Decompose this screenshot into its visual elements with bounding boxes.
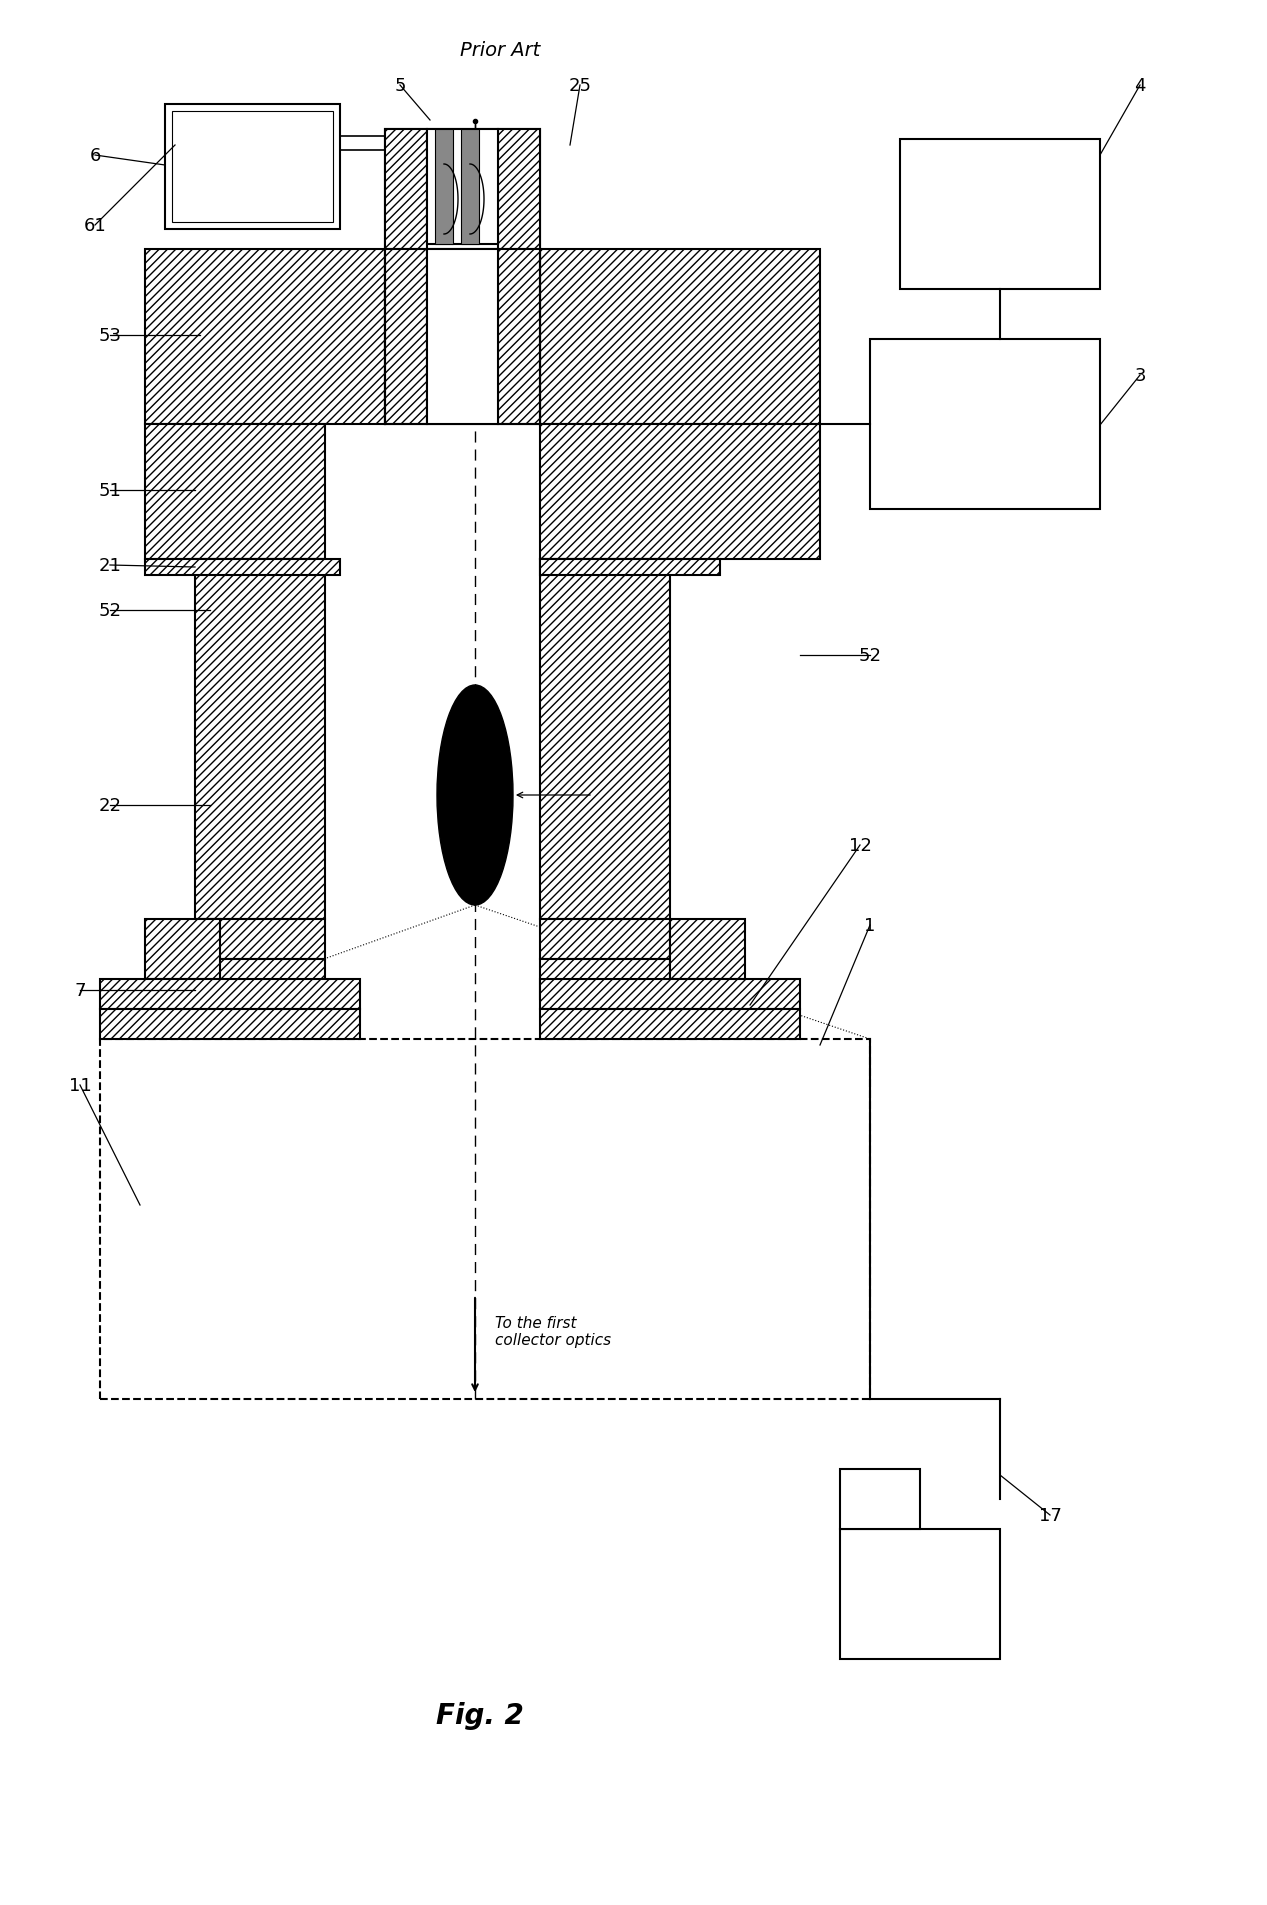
Bar xyxy=(670,920,745,979)
Bar xyxy=(195,560,326,920)
Text: 61: 61 xyxy=(84,217,106,234)
Text: 12: 12 xyxy=(849,836,872,855)
Text: 4: 4 xyxy=(1134,76,1145,95)
Text: Fig. 2: Fig. 2 xyxy=(436,1701,523,1730)
Text: 3: 3 xyxy=(1134,368,1145,385)
Bar xyxy=(195,960,326,1000)
Bar xyxy=(427,130,498,246)
Text: 21: 21 xyxy=(99,556,122,575)
Bar xyxy=(540,960,670,1000)
Bar xyxy=(427,250,498,425)
Bar xyxy=(900,139,1100,290)
Bar xyxy=(498,250,540,425)
Text: 22: 22 xyxy=(99,796,122,815)
Bar xyxy=(100,1010,360,1040)
Ellipse shape xyxy=(437,686,513,905)
Text: Prior Art: Prior Art xyxy=(460,42,540,61)
Text: 7: 7 xyxy=(75,981,86,1000)
Bar xyxy=(540,920,670,960)
Bar xyxy=(540,560,670,920)
Bar xyxy=(100,979,360,1010)
Bar xyxy=(540,425,820,560)
Text: 5: 5 xyxy=(394,76,405,95)
Text: 11: 11 xyxy=(68,1076,91,1095)
Bar xyxy=(385,250,427,425)
Text: To the first
collector optics: To the first collector optics xyxy=(495,1314,611,1347)
Bar xyxy=(540,250,820,425)
Bar xyxy=(385,130,540,250)
Bar xyxy=(461,130,479,246)
Bar xyxy=(100,1040,870,1400)
Bar xyxy=(435,130,454,246)
Bar xyxy=(144,425,326,560)
Text: 52: 52 xyxy=(859,646,882,665)
Bar xyxy=(195,920,326,960)
Bar xyxy=(870,339,1100,511)
Bar xyxy=(540,1010,799,1040)
Bar xyxy=(165,105,340,231)
Text: 1: 1 xyxy=(864,916,875,935)
Text: 53: 53 xyxy=(99,328,122,345)
Bar xyxy=(172,112,333,223)
Bar xyxy=(540,979,799,1010)
Text: 6: 6 xyxy=(89,147,100,166)
Bar xyxy=(840,1469,920,1530)
Bar xyxy=(144,250,385,425)
Text: 25: 25 xyxy=(569,76,592,95)
Bar xyxy=(144,560,340,575)
Text: 17: 17 xyxy=(1039,1507,1062,1524)
Text: 51: 51 xyxy=(99,482,122,499)
Bar xyxy=(540,560,720,575)
Bar xyxy=(840,1530,1000,1659)
Text: 52: 52 xyxy=(99,602,122,619)
Bar xyxy=(385,130,427,250)
Bar xyxy=(498,130,540,250)
Bar xyxy=(144,920,220,979)
